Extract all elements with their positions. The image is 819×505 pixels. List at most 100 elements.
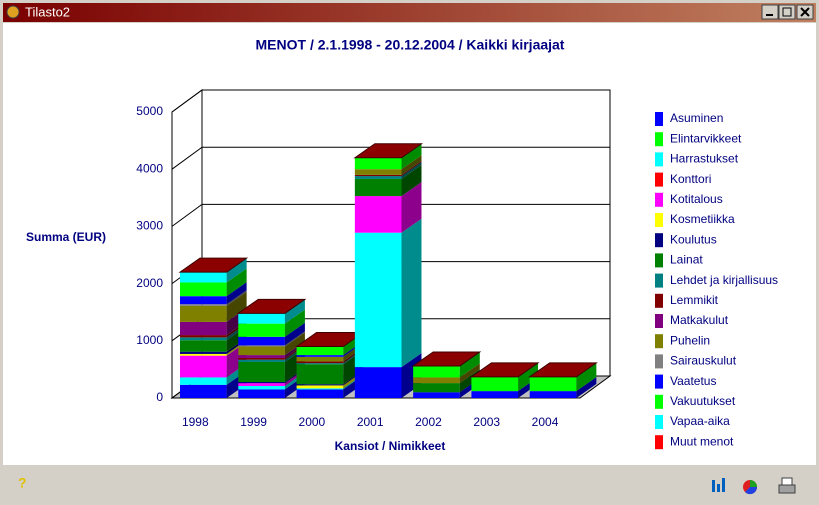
legend-label: Vakuutukset — [670, 394, 736, 408]
bar-front — [180, 272, 227, 283]
title-bar — [3, 3, 816, 22]
bar-segment — [413, 363, 480, 384]
grid-line — [171, 89, 610, 113]
legend-swatch — [655, 192, 663, 207]
bar-front — [413, 383, 460, 393]
bar-side — [226, 291, 247, 322]
bar-front — [238, 389, 285, 398]
bar-front — [296, 356, 344, 362]
bar-front — [296, 346, 344, 356]
legend-swatch — [655, 314, 663, 328]
bar-front — [413, 365, 460, 378]
legend-label: Lehdet ja kirjallisuus — [670, 273, 778, 287]
bar-front — [296, 384, 344, 386]
x-tick-label: 1999 — [240, 415, 267, 429]
bar-front — [238, 359, 285, 362]
bar-front — [354, 196, 402, 233]
bar-segment — [238, 322, 305, 346]
bar-front — [238, 313, 285, 324]
bar-front — [180, 384, 227, 398]
bar-front — [238, 345, 285, 347]
bar-segment — [354, 164, 422, 197]
bar-side — [401, 182, 422, 233]
bar-front — [354, 176, 402, 179]
legend-swatch — [655, 374, 663, 389]
bar-side — [284, 332, 305, 356]
bar-side — [284, 299, 305, 324]
bar-front — [238, 323, 285, 337]
bar-front — [180, 353, 227, 356]
bar-side — [226, 258, 247, 283]
bar-segment — [238, 309, 305, 337]
minimize-button[interactable] — [761, 4, 779, 20]
legend-label: Kosmetiikka — [670, 212, 735, 226]
bar-segment — [529, 362, 597, 392]
y-tick-label: 0 — [156, 390, 163, 404]
bar-side — [401, 143, 422, 170]
legend-swatch — [655, 435, 663, 450]
maximize-button[interactable] — [778, 4, 796, 20]
bar-top — [353, 143, 424, 159]
bar-segment — [354, 182, 422, 233]
bar-front — [354, 232, 402, 368]
bar-front — [354, 157, 402, 170]
x-axis-label: Kansiot / Nimikkeet — [335, 439, 446, 453]
bar-side — [226, 282, 247, 305]
bar-side — [284, 322, 305, 346]
bar-front — [238, 385, 285, 390]
bar-front — [238, 383, 285, 386]
window-buttons[interactable] — [761, 4, 814, 20]
legend-label: Harrastukset — [670, 152, 739, 166]
bar-front — [296, 389, 344, 398]
bar-front — [296, 388, 344, 390]
bar-top — [528, 362, 598, 378]
bar-front — [354, 174, 402, 177]
help-icon[interactable]: ? — [18, 475, 27, 491]
bar-front — [180, 304, 227, 306]
x-tick-label: 2001 — [357, 415, 384, 429]
bar-segment — [238, 332, 305, 356]
chart-title: MENOT / 2.1.1998 - 20.12.2004 / Kaikki k… — [256, 37, 565, 53]
bar-front — [354, 169, 402, 175]
bar-side — [284, 309, 305, 337]
legend-swatch — [655, 334, 663, 349]
bar-side — [226, 268, 247, 297]
bar-side — [401, 164, 422, 197]
legend-label: Elintarvikkeet — [670, 131, 742, 145]
bar-side — [518, 362, 539, 392]
legend-swatch — [655, 152, 663, 167]
pie-button[interactable] — [743, 480, 758, 495]
bar-side — [576, 362, 597, 392]
legend-label: Lemmikit — [670, 293, 719, 307]
bar-top — [469, 362, 540, 378]
legend-label: Matkakulut — [670, 313, 729, 327]
bar-segment — [180, 282, 247, 305]
bar-front — [180, 337, 227, 341]
bar-front — [354, 178, 402, 197]
bar-front — [180, 377, 227, 385]
bar-segment — [471, 362, 539, 392]
bar-segment — [529, 377, 597, 398]
grid-line — [171, 146, 610, 170]
y-tick-label: 4000 — [136, 161, 163, 175]
bar-side — [401, 218, 422, 368]
legend-label: Muut menot — [670, 434, 734, 448]
print-button[interactable] — [778, 477, 796, 494]
bar-front — [238, 361, 285, 382]
bar-side — [459, 363, 480, 384]
legend-label: Sairauskulut — [670, 354, 737, 368]
bar-front — [238, 355, 285, 358]
bar-front — [238, 381, 285, 384]
bar-segment — [180, 291, 247, 322]
bar-segment — [180, 290, 247, 306]
chart-type-button[interactable] — [712, 478, 725, 492]
bar-top — [236, 298, 307, 314]
legend-swatch — [655, 293, 663, 308]
bar-front — [180, 340, 227, 352]
bar-front — [180, 305, 227, 322]
bar-front — [238, 357, 285, 360]
y-tick-label: 3000 — [136, 219, 163, 233]
bar-top — [178, 257, 249, 273]
bar-segment — [354, 155, 422, 175]
